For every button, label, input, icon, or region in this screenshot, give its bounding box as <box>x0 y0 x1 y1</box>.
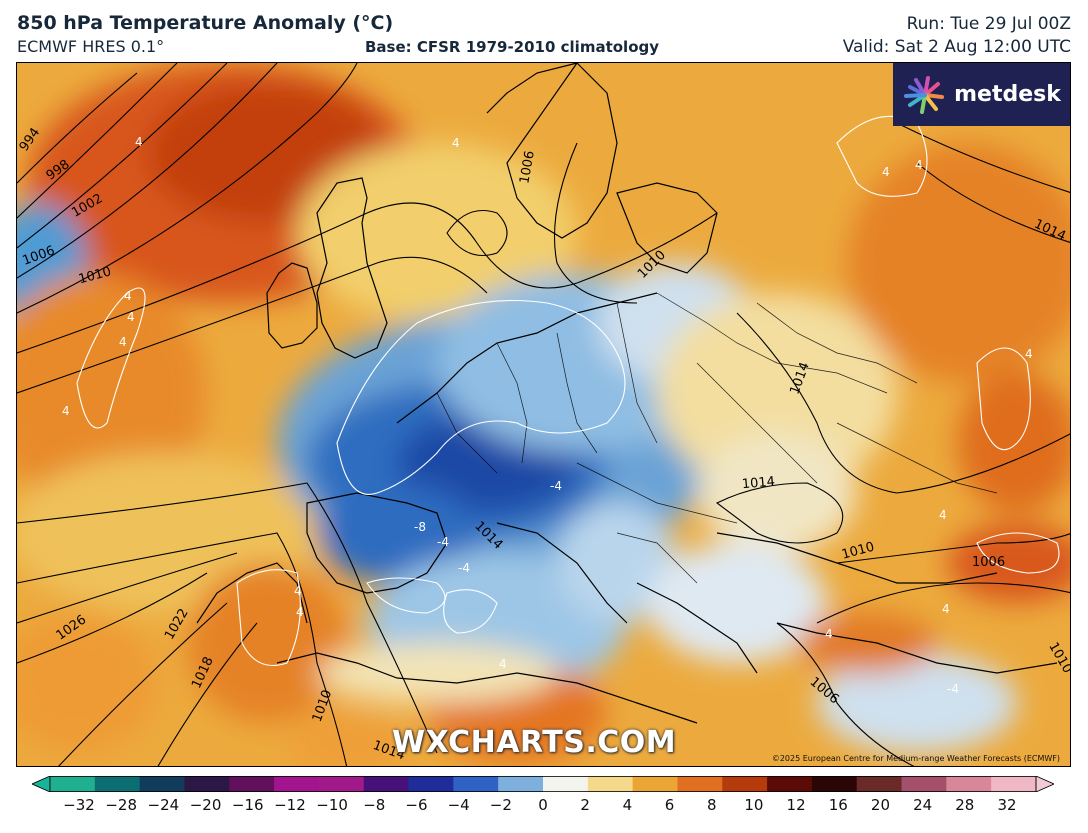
anomaly-label: 4 <box>124 289 132 303</box>
isobar-label: 1006 <box>972 555 1005 570</box>
colorbar-tick-label: 32 <box>997 796 1017 814</box>
isobar-label: 1006 <box>517 150 538 185</box>
colorbar-tick-label: −24 <box>147 796 180 814</box>
colorbar-tick-label: −20 <box>189 796 222 814</box>
colorbar-tick-label: −12 <box>274 796 306 814</box>
colorbar-segment <box>453 776 499 792</box>
colorbar-tick-label: 2 <box>580 796 590 814</box>
anomaly-label: -4 <box>458 561 470 575</box>
colorbar-segment <box>677 776 723 792</box>
anomaly-label: 4 <box>452 136 460 150</box>
colorbar-segment <box>94 776 141 792</box>
isobar-label: 1014 <box>741 474 775 492</box>
colorbar-tick-label: −32 <box>63 796 95 814</box>
colorbar-tick-label: −16 <box>231 796 264 814</box>
anomaly-label: 4 <box>499 657 507 671</box>
colorbar-tick-label: 4 <box>622 796 633 814</box>
colorbar-segment <box>498 776 544 792</box>
map-canvas: 994 998 1002 1006 1010 1006 1010 1014 10… <box>17 63 1070 766</box>
colorbar-tick-label: 0 <box>538 796 548 814</box>
anomaly-label: 4 <box>939 508 947 522</box>
colorbar-segment <box>767 776 813 792</box>
colorbar-tick-label: −10 <box>316 796 348 814</box>
watermark: WXCHARTS.COM <box>392 725 677 760</box>
colorbar-tick-label: −6 <box>405 796 428 814</box>
anomaly-label: 4 <box>1025 347 1033 361</box>
colorbar-tick-label: −2 <box>489 796 512 814</box>
chart-title: 850 hPa Temperature Anomaly (°C) <box>17 12 394 34</box>
colorbar-segment <box>587 776 634 792</box>
anomaly-label: 4 <box>135 135 143 149</box>
colorbar-tick-label: 20 <box>870 796 890 814</box>
coastlines <box>196 63 1058 724</box>
colorbar-segment <box>543 776 589 792</box>
anomaly-label: 4 <box>294 584 302 598</box>
colorbar-max-arrow <box>1035 776 1054 792</box>
colorbar-min-arrow <box>32 776 51 792</box>
colorbar-segment <box>856 776 903 792</box>
colorbar-tick-label: −8 <box>363 796 386 814</box>
anomaly-labels: 4 4 4 4 4 4 4 4 4 4 4 -4 -4 -4 -8 4 4 4 … <box>62 135 1033 696</box>
valid-time: Valid: Sat 2 Aug 12:00 UTC <box>842 37 1071 57</box>
flower-burst-icon <box>904 75 945 114</box>
colorbar-tick-label: 8 <box>706 796 717 814</box>
colorbar-segment <box>946 776 992 792</box>
run-time: Run: Tue 29 Jul 00Z <box>906 14 1071 34</box>
country-borders <box>436 292 998 584</box>
colorbar-segment <box>363 776 410 792</box>
anomaly-label: 4 <box>825 627 833 641</box>
colorbar-segment <box>722 776 768 792</box>
anomaly-label: 4 <box>119 335 127 349</box>
anomaly-label: 4 <box>296 605 304 619</box>
colorbar-tick-label: −4 <box>447 796 470 814</box>
anomaly-contours <box>76 115 1060 667</box>
anomaly-map[interactable]: 994 998 1002 1006 1010 1006 1010 1014 10… <box>16 62 1071 767</box>
anomaly-label: 4 <box>127 310 135 324</box>
metdesk-logo: metdesk <box>893 63 1070 126</box>
anomaly-label: 4 <box>915 158 923 172</box>
anomaly-label: -8 <box>414 520 426 534</box>
colorbar-tick-label: −28 <box>105 796 137 814</box>
colorbar-segment <box>318 776 365 792</box>
anomaly-label: -4 <box>947 682 959 696</box>
colorbar-tick-label: 16 <box>828 796 848 814</box>
colorbar-segment <box>901 776 947 792</box>
isobars <box>17 63 1070 766</box>
copyright-notice: ©2025 European Centre for Medium-range W… <box>771 754 1060 763</box>
anomaly-label: 4 <box>942 602 950 616</box>
anomaly-label: -4 <box>437 535 449 549</box>
anomaly-label: -4 <box>550 479 562 493</box>
anomaly-label: 4 <box>882 165 890 179</box>
model-name: ECMWF HRES 0.1° <box>17 37 165 56</box>
colorbar-tick-label: 28 <box>955 796 975 814</box>
colorbar-segment <box>811 776 858 792</box>
colorbar-tick-label: 12 <box>786 796 806 814</box>
colorbar-tick-label: 24 <box>913 796 933 814</box>
colorbar-segment <box>184 776 230 792</box>
colorbar-segment <box>632 776 678 792</box>
colorbar-segment <box>50 776 96 792</box>
colorbar-segment <box>991 776 1037 792</box>
colorbar-segment <box>139 776 185 792</box>
climatology-base: Base: CFSR 1979-2010 climatology <box>365 38 660 56</box>
colorbar-tick-label: 6 <box>664 796 675 814</box>
colorbar-segment <box>274 776 320 792</box>
logo-text: metdesk <box>954 82 1061 107</box>
colorbar-segment <box>408 776 454 792</box>
colorbar-segment <box>229 776 275 792</box>
anomaly-label: 4 <box>62 404 70 418</box>
colorbar-tick-label: 10 <box>744 796 764 814</box>
colorbar-ticks: −32 −28 −24 −20 −16 −12 −10 −8 −6 −4 −2 0 2 4 6 8 10 12 16… <box>0 796 1088 820</box>
colorbar <box>32 776 1054 792</box>
